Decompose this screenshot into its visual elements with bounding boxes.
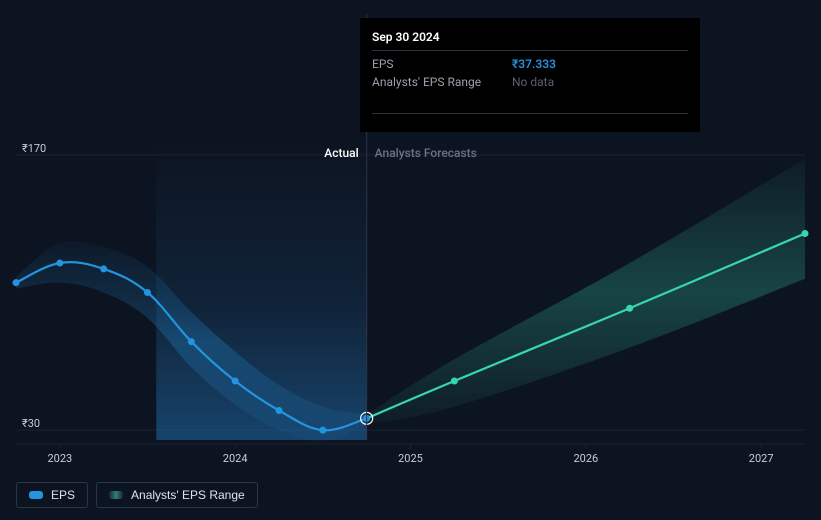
tooltip-row-value: No data	[512, 73, 554, 91]
forecast-point[interactable]	[802, 230, 809, 237]
legend-item[interactable]: EPS	[16, 482, 88, 508]
section-label-forecast: Analysts Forecasts	[375, 146, 477, 160]
tooltip-row-value: ₹37.333	[512, 55, 556, 73]
legend-swatch	[109, 491, 123, 499]
tooltip-row-label: Analysts' EPS Range	[372, 73, 492, 91]
eps-point[interactable]	[232, 378, 239, 385]
y-axis-label: ₹170	[22, 142, 46, 155]
eps-point[interactable]	[144, 289, 151, 296]
x-axis-label: 2026	[573, 452, 598, 465]
tooltip-row-range: Analysts' EPS Range No data	[372, 73, 688, 91]
legend-label: Analysts' EPS Range	[131, 488, 245, 502]
chart-legend: EPS Analysts' EPS Range	[16, 482, 258, 508]
tooltip-date: Sep 30 2024	[372, 28, 688, 46]
eps-point[interactable]	[188, 338, 195, 345]
forecast-point[interactable]	[626, 305, 633, 312]
eps-point[interactable]	[56, 260, 63, 267]
section-label-actual: Actual	[324, 146, 358, 160]
x-axis-label: 2025	[398, 452, 423, 465]
x-axis-label: 2027	[749, 452, 774, 465]
x-axis-label: 2024	[223, 452, 248, 465]
tooltip-divider	[372, 50, 688, 51]
x-axis-label: 2023	[47, 452, 72, 465]
eps-point[interactable]	[276, 407, 283, 414]
eps-point[interactable]	[13, 279, 20, 286]
chart-tooltip: Sep 30 2024 EPS ₹37.333 Analysts' EPS Ra…	[360, 18, 700, 132]
legend-item[interactable]: Analysts' EPS Range	[96, 482, 258, 508]
tooltip-row-eps: EPS ₹37.333	[372, 55, 688, 73]
legend-label: EPS	[51, 488, 75, 502]
tooltip-divider	[372, 113, 688, 114]
eps-range-band-forecast	[367, 159, 805, 425]
tooltip-row-label: EPS	[372, 55, 492, 73]
eps-point[interactable]	[100, 265, 107, 272]
forecast-point[interactable]	[451, 378, 458, 385]
legend-swatch	[29, 491, 43, 499]
eps-point[interactable]	[319, 427, 326, 434]
forecast-line	[367, 234, 805, 419]
y-axis-label: ₹30	[22, 417, 40, 430]
eps-chart-container: { "chart": { "type": "line-with-band", "…	[0, 0, 821, 520]
